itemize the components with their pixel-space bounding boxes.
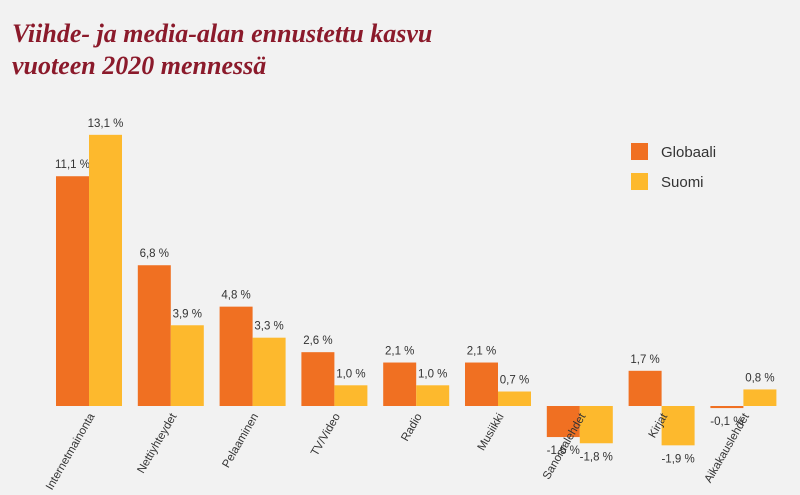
- chart-title-line-2: vuoteen 2020 mennessä: [12, 51, 267, 80]
- legend-swatch-globaali: [631, 143, 648, 160]
- data-label-suomi-7: -1,8 %: [580, 451, 613, 463]
- data-label-globaali-9: -0,1 %: [710, 416, 743, 428]
- data-label-suomi-6: 0,7 %: [500, 375, 529, 387]
- chart-title-line-1: Viihde- ja media-alan ennustettu kasvu: [12, 19, 433, 48]
- data-label-suomi-3: 3,3 %: [254, 321, 283, 333]
- bar-suomi-5: [416, 385, 450, 406]
- category-label-3: Pelaaminen: [220, 412, 261, 471]
- bar-globaali-7: [546, 406, 580, 438]
- category-label-1: Internetmainonta: [44, 411, 98, 492]
- category-label-4: TV/Video: [309, 412, 343, 459]
- data-label-suomi-1: 13,1 %: [88, 118, 124, 130]
- bar-suomi-3: [252, 337, 286, 406]
- bar-globaali-6: [465, 362, 498, 406]
- bar-suomi-9: [743, 389, 777, 406]
- bar-suomi-8: [661, 406, 695, 446]
- legend-label-suomi: Suomi: [661, 174, 704, 191]
- data-label-globaali-7: -1,5 %: [547, 445, 580, 457]
- category-label-5: Radio: [399, 412, 424, 444]
- data-label-globaali-1: 11,1 %: [55, 159, 90, 171]
- bar-suomi-1: [89, 134, 122, 406]
- chart-title: Viihde- ja media-alan ennustettu kasvu v…: [12, 18, 432, 82]
- data-label-suomi-8: -1,9 %: [661, 453, 694, 465]
- category-label-2: Nettiyhteydet: [135, 411, 179, 476]
- data-label-globaali-2: 6,8 %: [140, 248, 169, 260]
- data-label-suomi-5: 1,0 %: [418, 368, 447, 380]
- bar-globaali-8: [628, 370, 662, 406]
- data-label-globaali-5: 2,1 %: [385, 346, 414, 358]
- bar-suomi-2: [170, 325, 204, 406]
- data-label-globaali-6: 2,1 %: [467, 346, 496, 358]
- data-label-suomi-2: 3,9 %: [173, 308, 202, 320]
- data-label-suomi-9: 0,8 %: [745, 372, 774, 384]
- bar-globaali-9: [710, 406, 744, 409]
- category-label-6: Musiikki: [476, 412, 507, 453]
- bar-globaali-5: [383, 362, 417, 406]
- bar-suomi-7: [579, 406, 613, 444]
- data-label-suomi-4: 1,0 %: [336, 368, 365, 380]
- data-label-globaali-8: 1,7 %: [630, 354, 659, 366]
- bar-globaali-3: [219, 306, 253, 406]
- legend-label-globaali: Globaali: [661, 144, 716, 161]
- bar-suomi-4: [334, 385, 368, 406]
- data-label-globaali-4: 2,6 %: [303, 335, 332, 347]
- bar-globaali-2: [137, 265, 171, 406]
- data-label-globaali-3: 4,8 %: [221, 290, 250, 302]
- bar-globaali-1: [56, 176, 89, 406]
- bar-suomi-6: [498, 391, 531, 406]
- bar-globaali-4: [301, 352, 335, 406]
- legend-swatch-suomi: [631, 173, 648, 190]
